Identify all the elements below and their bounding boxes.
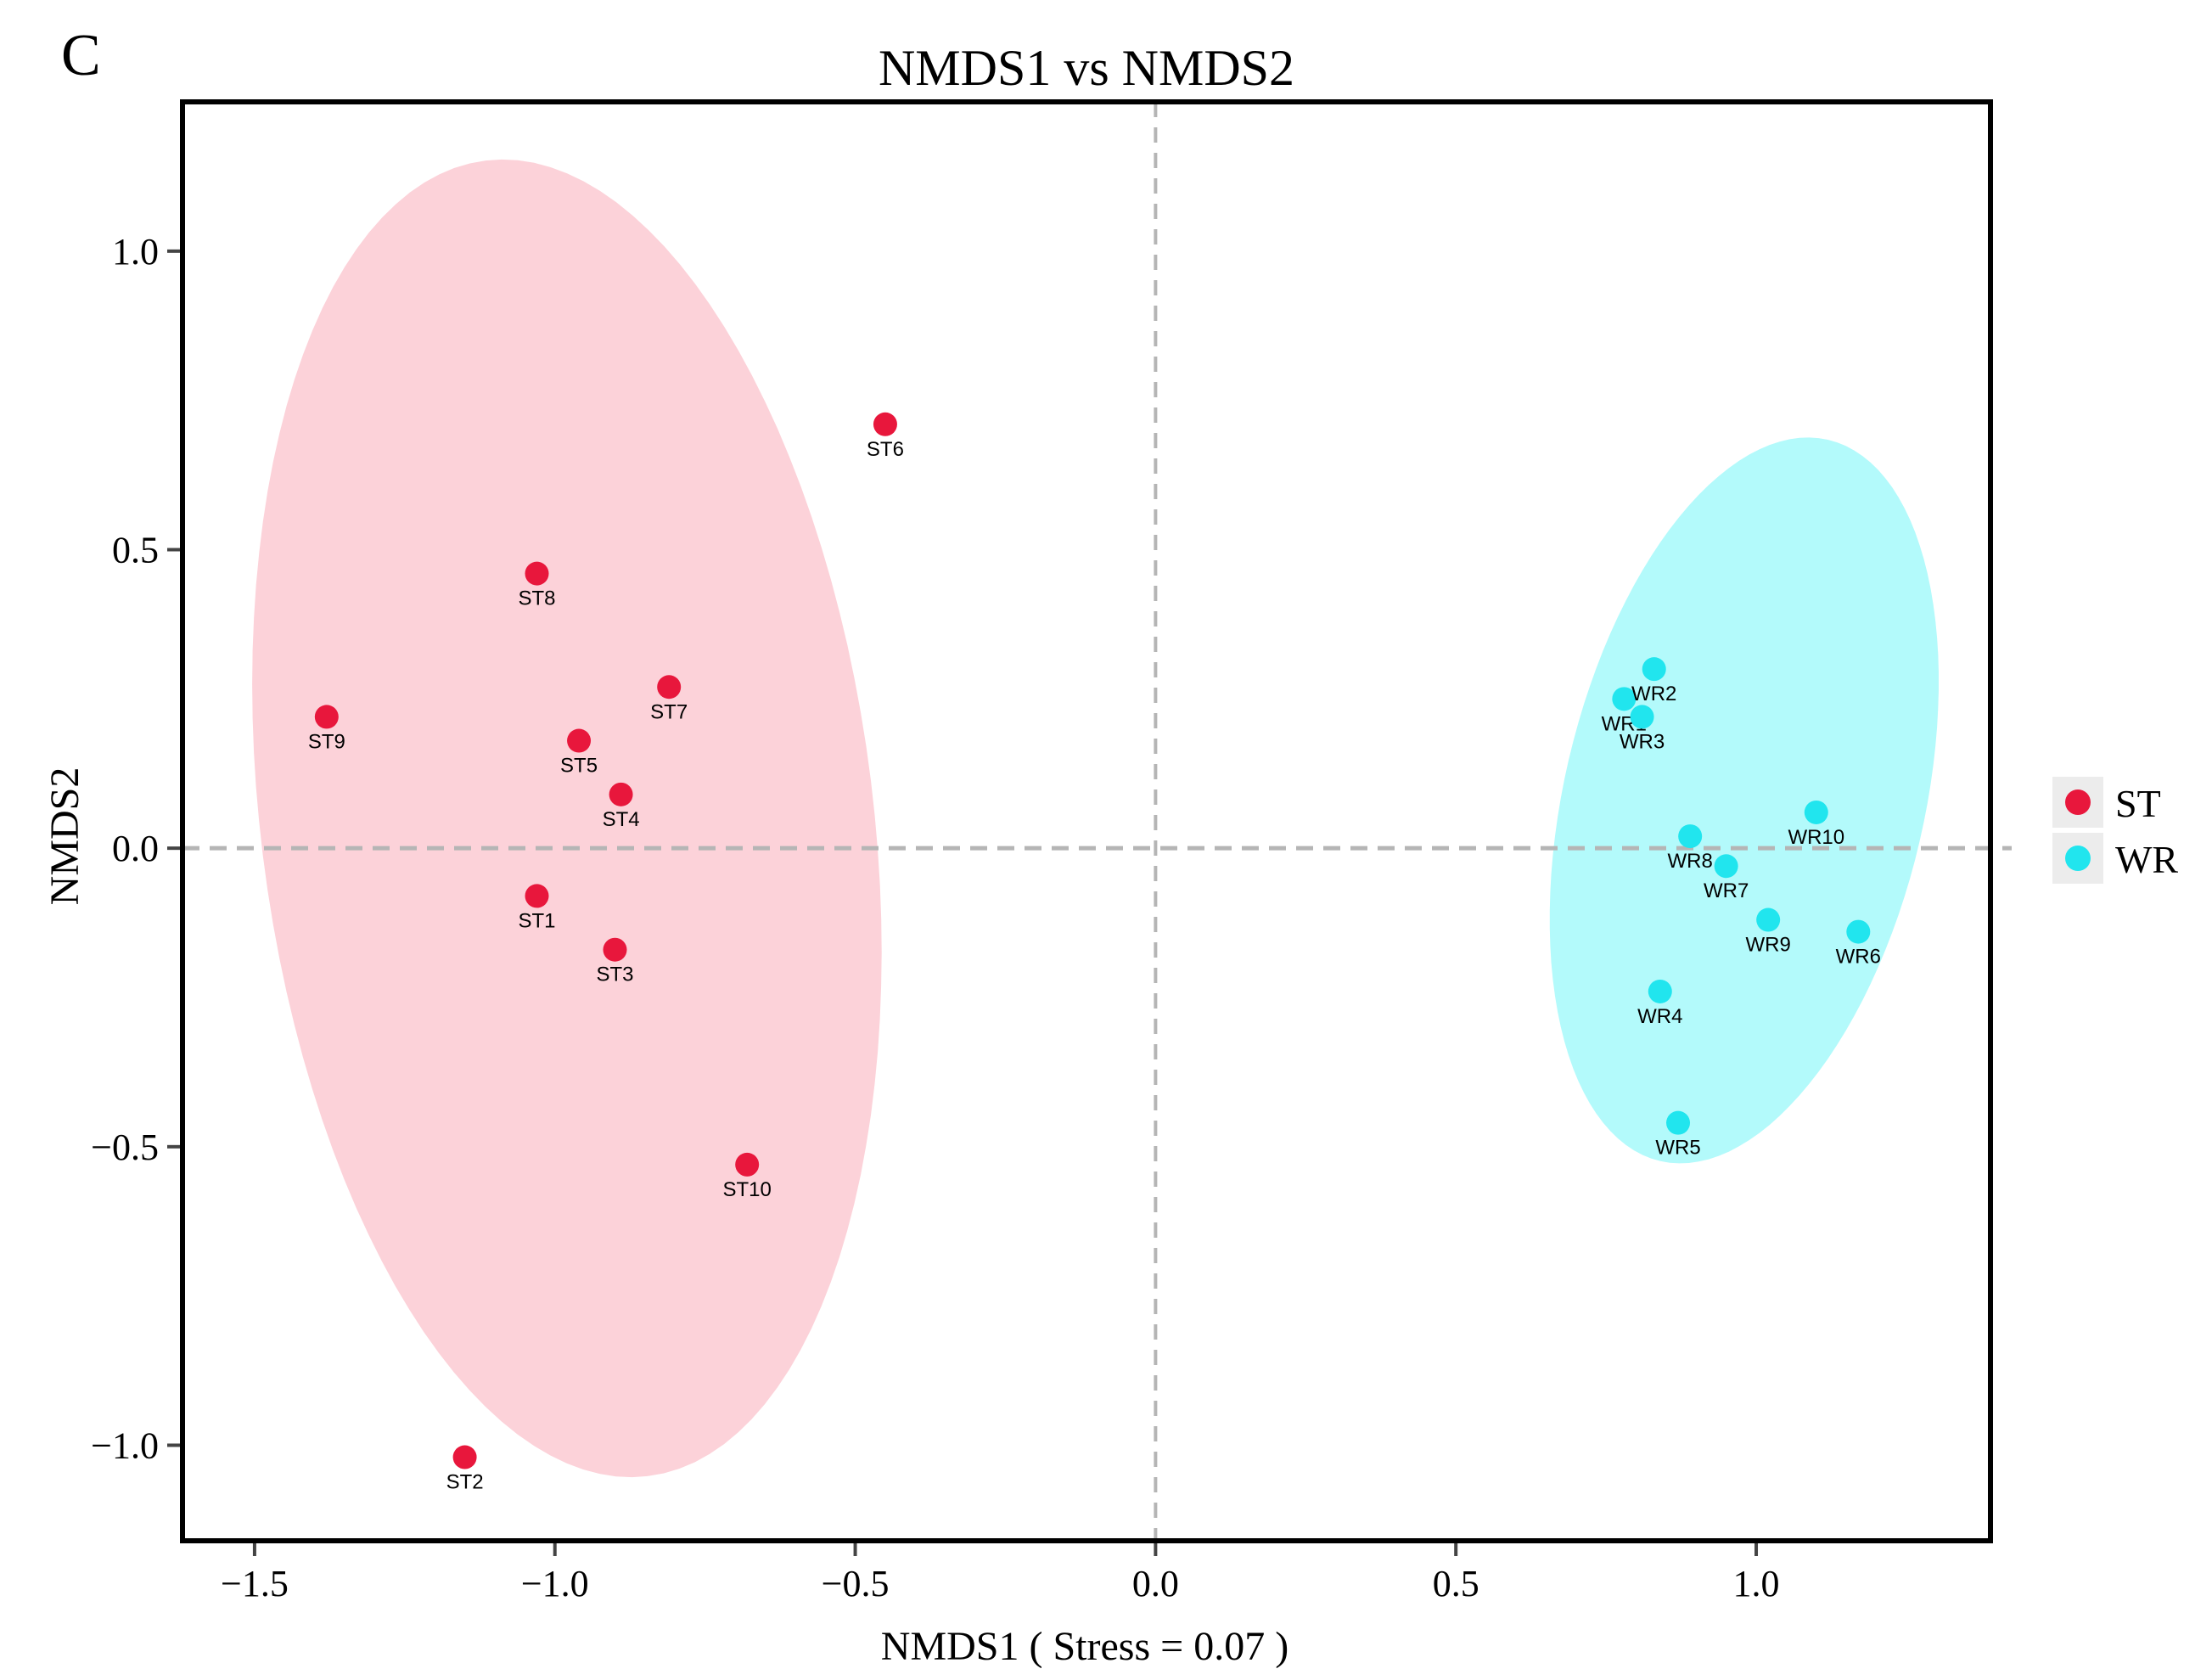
point-label-st1: ST1 bbox=[519, 909, 556, 932]
point-st1 bbox=[525, 884, 549, 908]
x-tick-label: 1.0 bbox=[1733, 1563, 1780, 1604]
point-wr2 bbox=[1642, 657, 1666, 682]
point-label-wr3: WR3 bbox=[1620, 730, 1665, 753]
point-st3 bbox=[603, 937, 627, 962]
point-wr6 bbox=[1846, 919, 1871, 944]
chart-title: NMDS1 vs NMDS2 bbox=[879, 40, 1294, 96]
point-st8 bbox=[525, 561, 549, 586]
point-wr3 bbox=[1630, 705, 1654, 729]
x-tick-label: 0.5 bbox=[1433, 1563, 1479, 1604]
point-st2 bbox=[452, 1445, 477, 1469]
point-label-st5: ST5 bbox=[560, 755, 598, 778]
point-label-st10: ST10 bbox=[722, 1178, 771, 1201]
point-label-st7: ST7 bbox=[650, 700, 688, 723]
point-label-st8: ST8 bbox=[519, 587, 556, 610]
data-points: ST1ST2ST3ST4ST5ST6ST7ST8ST9ST10WR1WR2WR3… bbox=[308, 412, 1881, 1494]
legend: ST WR bbox=[2052, 777, 2178, 884]
y-tick-label: 0.0 bbox=[112, 828, 159, 869]
point-st10 bbox=[735, 1152, 760, 1177]
point-label-wr7: WR7 bbox=[1704, 879, 1749, 902]
point-wr8 bbox=[1678, 824, 1703, 849]
point-label-wr6: WR6 bbox=[1836, 946, 1881, 969]
point-wr7 bbox=[1714, 854, 1738, 879]
point-label-st3: ST3 bbox=[596, 964, 633, 986]
y-tick-label: 1.0 bbox=[112, 231, 159, 273]
x-tick-label: −0.5 bbox=[822, 1563, 890, 1604]
y-tick-label: −0.5 bbox=[91, 1127, 159, 1168]
legend-label-wr: WR bbox=[2115, 838, 2178, 881]
point-wr9 bbox=[1756, 907, 1781, 932]
ellipse-st bbox=[252, 159, 882, 1478]
confidence-ellipses bbox=[252, 159, 1939, 1478]
point-st6 bbox=[873, 412, 897, 436]
point-label-wr5: WR5 bbox=[1655, 1137, 1700, 1160]
point-st7 bbox=[657, 675, 682, 700]
point-wr10 bbox=[1804, 800, 1828, 824]
legend-marker-wr bbox=[2065, 846, 2091, 871]
point-label-st2: ST2 bbox=[446, 1471, 484, 1494]
x-axis-label: NMDS1 ( Stress = 0.07 ) bbox=[881, 1624, 1288, 1669]
point-st5 bbox=[567, 728, 592, 753]
point-label-wr4: WR4 bbox=[1637, 1005, 1682, 1028]
panel-label: C bbox=[61, 23, 101, 88]
x-tick-label: −1.0 bbox=[521, 1563, 589, 1604]
point-label-wr9: WR9 bbox=[1746, 934, 1791, 957]
point-label-wr2: WR2 bbox=[1631, 683, 1676, 705]
y-tick-label: 0.5 bbox=[112, 529, 159, 570]
point-wr4 bbox=[1648, 979, 1672, 1003]
point-st4 bbox=[609, 782, 633, 806]
x-tick-label: 0.0 bbox=[1132, 1563, 1179, 1604]
legend-label-st: ST bbox=[2115, 782, 2161, 825]
point-wr5 bbox=[1666, 1110, 1691, 1135]
plot-border bbox=[180, 99, 1993, 1543]
point-label-st9: ST9 bbox=[308, 730, 345, 753]
point-st9 bbox=[314, 705, 339, 729]
point-label-st4: ST4 bbox=[603, 808, 640, 831]
point-wr1 bbox=[1612, 687, 1637, 711]
x-tick-label: −1.5 bbox=[221, 1563, 289, 1604]
legend-marker-st bbox=[2065, 789, 2091, 815]
axes: −1.5 −1.0 −0.5 0.0 0.5 1.0 1.0 0.5 0.0 −0.5 −1.0 bbox=[91, 99, 1993, 1604]
y-axis-label: NMDS2 bbox=[42, 767, 87, 906]
y-tick-label: −1.0 bbox=[91, 1424, 159, 1466]
point-label-st6: ST6 bbox=[867, 438, 904, 461]
reference-lines bbox=[182, 102, 2012, 1541]
point-label-wr8: WR8 bbox=[1668, 850, 1713, 873]
point-label-wr10: WR10 bbox=[1788, 826, 1844, 849]
ellipse-wr bbox=[1549, 437, 1939, 1164]
